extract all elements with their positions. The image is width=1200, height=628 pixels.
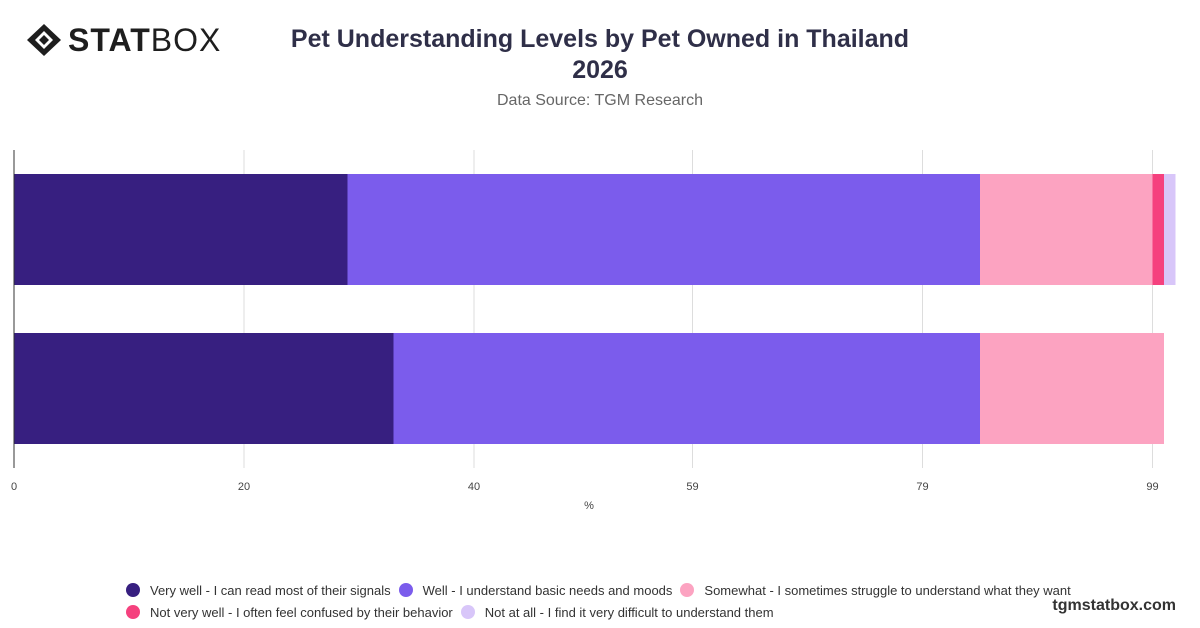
bar-segment — [14, 174, 348, 285]
stacked-bar-chart: 0 20 40 59 79 99% — [11, 150, 1176, 512]
legend-item-very-well[interactable]: Very well - I can read most of their sig… — [126, 583, 391, 598]
legend-row: Very well - I can read most of their sig… — [126, 579, 1126, 601]
chart-subtitle: Data Source: TGM Research — [496, 92, 703, 109]
bar-segment — [347, 174, 980, 285]
legend-label-somewhat: Somewhat - I sometimes struggle to under… — [704, 582, 1071, 598]
bar-segment — [393, 333, 980, 444]
bar-segment — [980, 333, 1164, 444]
brand-url[interactable]: tgmstatbox.com — [1052, 597, 1176, 614]
bar-segment — [14, 333, 394, 444]
statbox-logo: STATBOX — [26, 22, 221, 58]
legend-swatch-somewhat — [680, 583, 695, 597]
legend-item-not-at-all[interactable]: Not at all - I find it very difficult to… — [460, 604, 774, 620]
legend-swatch-not-at-all — [460, 605, 475, 619]
legend-label-well: Well - I understand basic needs and mood… — [422, 582, 673, 598]
x-tick-label: 40 — [468, 481, 480, 493]
legend-item-somewhat[interactable]: Somewhat - I sometimes struggle to under… — [680, 582, 1071, 598]
legend-item-not-very-well[interactable]: Not very well - I often feel confused by… — [126, 605, 453, 620]
x-tick-label: 79 — [916, 481, 928, 493]
legend-label-not-very-well: Not very well - I often feel confused by… — [150, 604, 453, 620]
logo-text: STATBOX — [68, 22, 221, 58]
bar-segment — [1164, 174, 1176, 285]
legend-label-very-well: Very well - I can read most of their sig… — [150, 582, 391, 598]
logo-text-light: BOX — [150, 22, 222, 58]
x-axis-label: % — [584, 500, 594, 512]
logo-text-strong: STAT — [68, 22, 151, 58]
chart-title-line1: Pet Understanding Levels by Pet Owned in… — [290, 25, 910, 53]
chart-title: Pet Understanding Levels by Pet Owned in… — [250, 24, 950, 86]
legend-label-not-at-all: Not at all - I find it very difficult to… — [484, 604, 774, 620]
bar-segment — [980, 174, 1153, 285]
chart-title-line2: 2026 — [572, 56, 628, 84]
legend-swatch-not-very-well — [126, 605, 140, 619]
legend-row: Not very well - I often feel confused by… — [126, 601, 1126, 623]
legend-swatch-well — [398, 583, 413, 597]
diamond-logo-icon — [27, 24, 61, 56]
x-tick-label: 59 — [686, 481, 698, 493]
x-tick-label: 20 — [238, 481, 250, 493]
x-tick-label: 0 — [11, 481, 17, 493]
x-tick-label: 99 — [1146, 481, 1158, 493]
legend-swatch-very-well — [126, 583, 140, 597]
chart-legend: Very well - I can read most of their sig… — [126, 579, 1126, 623]
bar-segment — [1152, 174, 1164, 285]
legend-item-well[interactable]: Well - I understand basic needs and mood… — [398, 582, 673, 598]
